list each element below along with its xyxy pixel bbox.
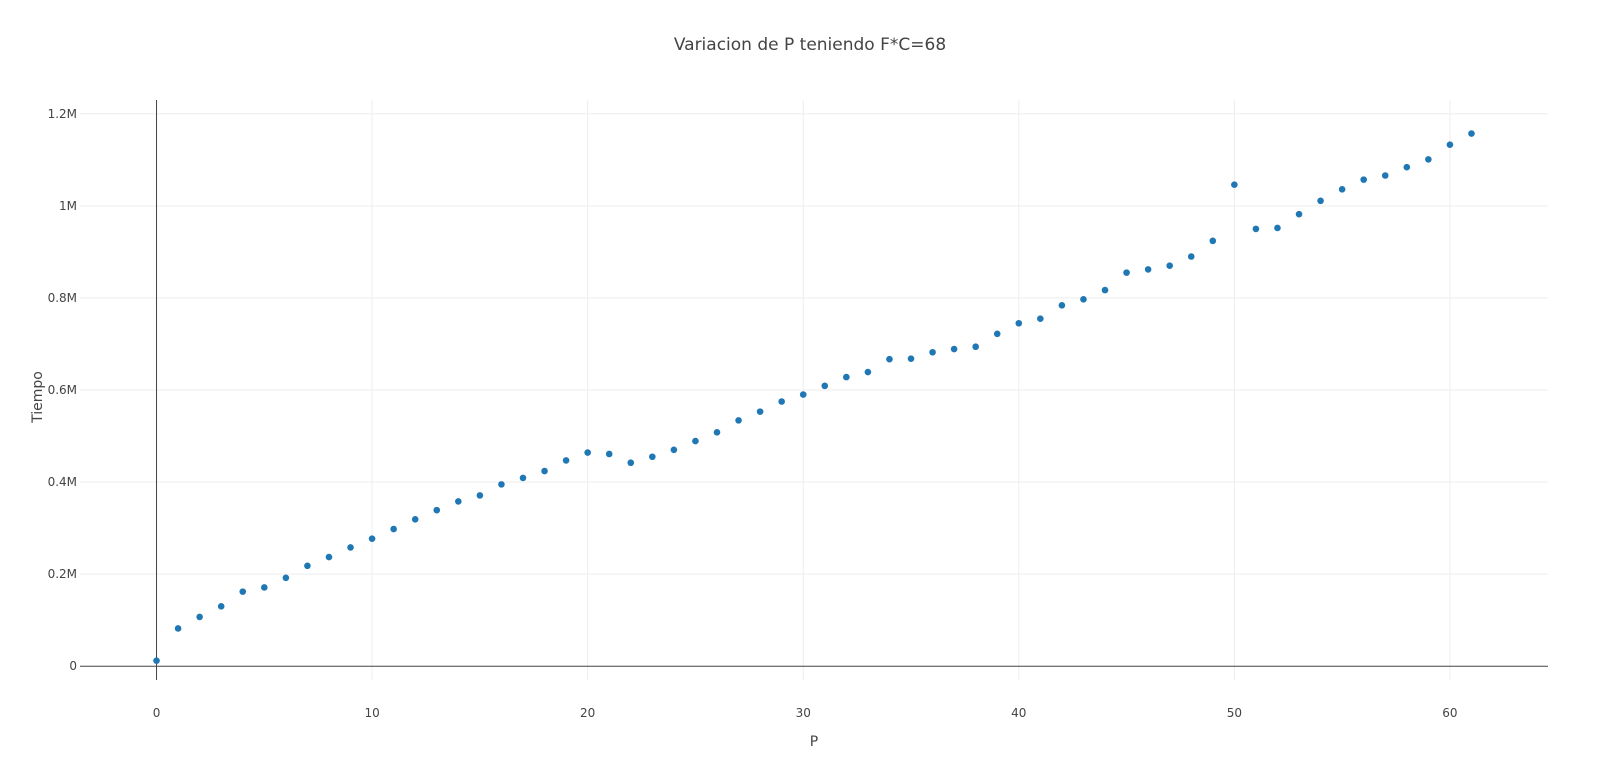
x-tick-label: 10 [364, 706, 379, 720]
data-point[interactable] [713, 429, 721, 436]
data-point[interactable] [778, 398, 785, 405]
data-point[interactable] [756, 408, 764, 415]
data-point[interactable] [196, 613, 203, 621]
chart-title: Variacion de P teniendo F*C=68 [674, 35, 946, 55]
data-point[interactable] [1166, 262, 1173, 270]
data-point[interactable] [1252, 225, 1260, 233]
y-tick-label: 1.2M [48, 107, 77, 121]
data-point[interactable] [907, 355, 915, 362]
x-tick-label: 20 [580, 706, 595, 720]
data-point[interactable] [282, 574, 290, 582]
data-point[interactable] [1403, 163, 1411, 171]
zero-lines [80, 100, 1548, 680]
data-point[interactable] [1231, 181, 1238, 188]
y-tick-label: 1M [59, 199, 77, 213]
data-point[interactable] [1317, 197, 1324, 205]
data-point[interactable] [1295, 210, 1303, 218]
data-point[interactable] [886, 355, 893, 363]
y-gridlines [80, 113, 1548, 575]
data-point[interactable] [325, 553, 333, 561]
data-point[interactable] [993, 330, 1001, 338]
data-point[interactable] [1338, 186, 1346, 193]
data-point[interactable] [735, 417, 742, 424]
data-point[interactable] [929, 348, 936, 356]
data-point[interactable] [950, 345, 958, 353]
data-point[interactable] [498, 481, 505, 488]
data-point[interactable] [972, 343, 979, 351]
data-point[interactable] [1209, 237, 1217, 245]
x-axis-title: P [810, 734, 818, 750]
data-point[interactable] [1080, 296, 1087, 303]
y-tick-label: 0.8M [48, 291, 77, 305]
data-point[interactable] [153, 657, 160, 664]
data-point[interactable] [692, 437, 699, 445]
data-point[interactable] [1187, 253, 1195, 260]
data-point[interactable] [541, 467, 548, 475]
data-point[interactable] [605, 450, 613, 458]
data-points [153, 130, 1475, 664]
data-point[interactable] [821, 382, 829, 390]
data-point[interactable] [433, 506, 441, 514]
x-tick-label: 50 [1227, 706, 1242, 720]
data-point[interactable] [670, 446, 678, 454]
data-point[interactable] [1037, 315, 1044, 322]
data-point[interactable] [1123, 269, 1130, 276]
data-point[interactable] [304, 562, 311, 570]
data-point[interactable] [649, 453, 656, 461]
data-point[interactable] [843, 373, 850, 381]
data-point[interactable] [1381, 172, 1389, 179]
data-point[interactable] [411, 516, 419, 523]
data-point[interactable] [390, 525, 397, 533]
data-point[interactable] [261, 584, 268, 591]
data-point[interactable] [799, 391, 807, 398]
data-point[interactable] [455, 498, 462, 505]
data-point[interactable] [627, 459, 635, 467]
data-point[interactable] [1274, 224, 1281, 232]
x-tick-label: 60 [1442, 706, 1457, 720]
data-point[interactable] [1425, 156, 1432, 163]
data-point[interactable] [519, 474, 527, 482]
y-tick-label: 0.2M [48, 567, 77, 581]
data-point[interactable] [864, 368, 872, 376]
data-point[interactable] [1468, 130, 1475, 137]
x-tick-labels: 0 10 20 30 40 50 60 [153, 706, 1458, 720]
data-point[interactable] [347, 544, 354, 551]
data-point[interactable] [562, 457, 570, 464]
data-point[interactable] [584, 449, 591, 456]
x-tick-label: 40 [1011, 706, 1026, 720]
data-point[interactable] [476, 492, 484, 499]
data-point[interactable] [1360, 176, 1367, 183]
data-point[interactable] [1144, 266, 1152, 273]
data-point[interactable] [1058, 302, 1066, 309]
data-point[interactable] [368, 535, 376, 542]
x-tick-label: 30 [796, 706, 811, 720]
y-axis-title: Tiempo [30, 371, 46, 424]
data-point[interactable] [174, 625, 182, 632]
y-tick-labels: 0 0.2M 0.4M 0.6M 0.8M 1M 1.2M [48, 107, 77, 673]
y-tick-label: 0.6M [48, 383, 77, 397]
x-tick-label: 0 [153, 706, 161, 720]
y-tick-label: 0.4M [48, 475, 77, 489]
data-point[interactable] [1101, 286, 1109, 294]
data-point[interactable] [217, 603, 225, 610]
data-point[interactable] [239, 588, 247, 595]
data-point[interactable] [1015, 319, 1023, 327]
data-point[interactable] [1446, 141, 1454, 148]
y-tick-label: 0 [69, 659, 77, 673]
